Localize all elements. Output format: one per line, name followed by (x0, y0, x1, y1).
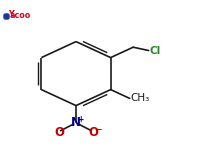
Text: N: N (71, 116, 81, 129)
Text: −: − (94, 125, 102, 134)
Text: +: + (77, 115, 84, 124)
Text: Y: Y (8, 10, 14, 19)
Text: acoo: acoo (9, 11, 31, 20)
Text: CH₃: CH₃ (130, 93, 150, 103)
Text: O: O (54, 125, 64, 139)
Text: Cl: Cl (150, 45, 161, 56)
Text: O: O (88, 125, 98, 139)
